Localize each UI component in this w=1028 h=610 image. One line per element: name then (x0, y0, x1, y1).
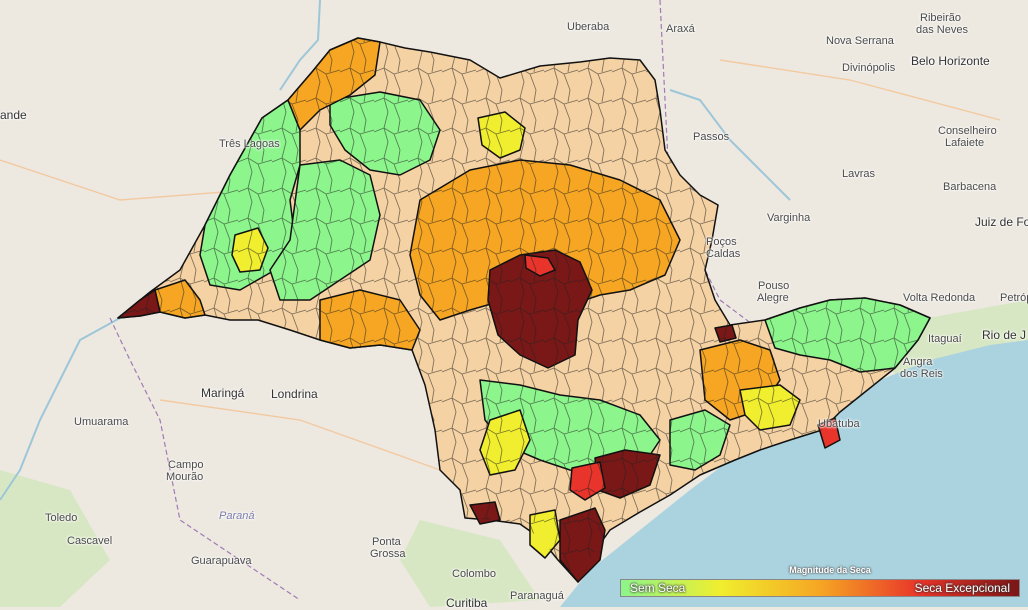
city-label: Três Lagoas (219, 138, 280, 150)
state-label: Paraná (219, 510, 255, 522)
city-label: Caldas (706, 248, 741, 260)
city-label: Cascavel (67, 535, 113, 547)
legend-high-label: Seca Excepcional (914, 581, 1010, 595)
rivers (0, 0, 791, 501)
city-label: Ribeirão (920, 12, 961, 24)
city-label: Volta Redonda (903, 292, 976, 304)
city-label: ande (0, 108, 27, 122)
drought-magnitude-legend: Magnitude da Seca Sem Seca Seca Excepcio… (620, 565, 1020, 601)
city-label: Poços (706, 236, 737, 248)
city-label: Grossa (370, 548, 406, 560)
city-label: Petrópol (1000, 292, 1028, 304)
city-label: Colombo (452, 568, 497, 580)
city-label: Rio de J (982, 328, 1027, 342)
city-label: Londrina (271, 387, 318, 401)
legend-gradient-bar (620, 579, 1020, 597)
city-label: Paranaguá (510, 590, 564, 602)
city-label: Angra (903, 356, 933, 368)
roads (0, 59, 1001, 471)
city-label: Nova Serrana (826, 35, 894, 47)
atlantic-ocean (560, 340, 1028, 607)
city-label: Toledo (45, 512, 78, 524)
city-label: Conselheiro (938, 125, 997, 137)
city-label: Barbacena (943, 181, 997, 193)
city-label: Lafaiete (945, 137, 985, 149)
city-label: Mourão (166, 471, 204, 483)
city-label: dos Reis (900, 368, 943, 380)
city-label: Lavras (842, 168, 876, 180)
city-label: das Neves (916, 24, 968, 36)
city-label: Pouso (758, 280, 790, 292)
legend-low-label: Sem Seca (630, 581, 686, 595)
city-label: Juiz de Fo (975, 215, 1028, 229)
city-label: Ponta (372, 536, 401, 548)
city-label: Alegre (757, 292, 789, 304)
city-label: Ubatuba (818, 418, 860, 430)
legend-title: Magnitude da Seca (789, 565, 871, 575)
city-label: Maringá (201, 386, 245, 400)
city-label: Varginha (767, 212, 811, 224)
city-label: Passos (693, 131, 730, 143)
city-label: Divinópolis (842, 62, 896, 74)
city-label: Belo Horizonte (911, 54, 990, 68)
city-label: Uberaba (567, 21, 610, 33)
city-label: Guarapuava (191, 555, 252, 567)
city-label: Campo (168, 459, 204, 471)
city-label: Araxá (666, 23, 695, 35)
municipality-boundaries (118, 38, 930, 582)
city-label: Curitiba (446, 596, 488, 610)
city-label: Itaguaí (928, 333, 962, 345)
city-label: Umuarama (74, 416, 129, 428)
